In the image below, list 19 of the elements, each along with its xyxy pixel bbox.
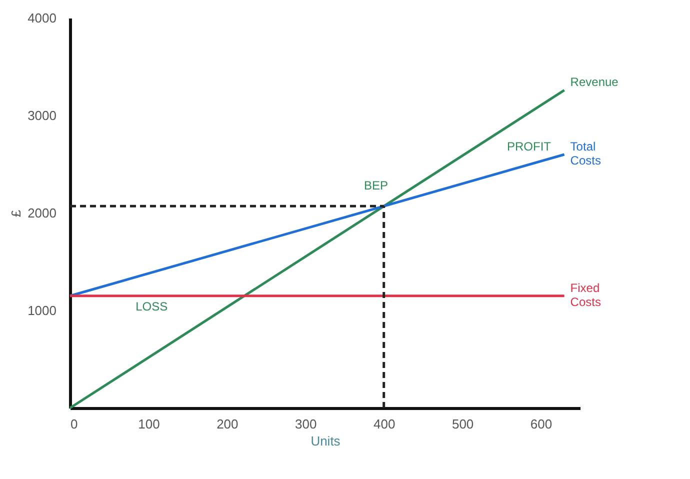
annotation: PROFIT <box>507 140 552 154</box>
y-tick-label: 3000 <box>28 108 56 123</box>
series-label: Revenue <box>570 75 619 90</box>
series-label: Total Costs <box>570 140 601 168</box>
y-tick-label: 1000 <box>28 303 56 318</box>
x-tick-label: 600 <box>530 416 552 432</box>
y-tick-label: 4000 <box>28 10 56 26</box>
x-axis-title: Units <box>310 434 341 448</box>
x-tick-label: 100 <box>138 416 160 432</box>
series-label: Fixed Costs <box>570 280 601 309</box>
y-axis-title: £ <box>8 209 24 218</box>
x-tick-label: 200 <box>216 416 238 432</box>
y-tick-label: 2000 <box>28 206 56 220</box>
x-tick-label: 500 <box>452 416 474 432</box>
annotation: BEP <box>364 178 388 193</box>
x-tick-label: 0 <box>70 416 78 432</box>
x-tick-label: 400 <box>373 416 396 432</box>
x-tick-label: 300 <box>295 416 317 432</box>
annotation: LOSS <box>136 300 168 314</box>
